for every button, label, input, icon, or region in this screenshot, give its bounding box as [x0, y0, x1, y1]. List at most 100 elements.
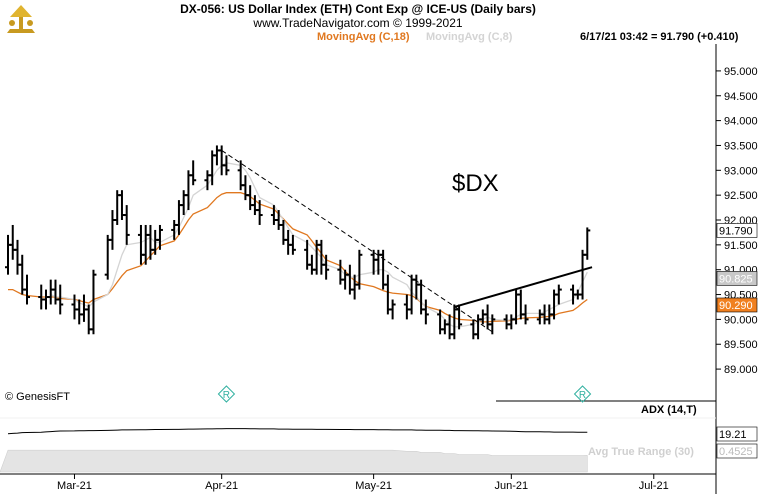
- y-tick-label: 95.000: [724, 66, 758, 78]
- x-tick-label: May-21: [355, 480, 392, 492]
- ma18-badge-box: [716, 297, 758, 313]
- y-tick-label: 93.500: [724, 140, 758, 152]
- y-tick-label: 89.500: [724, 339, 758, 351]
- ohlc-bars: [5, 145, 591, 340]
- price-axis: 95.00094.50094.00093.50093.00092.50092.0…: [716, 66, 758, 376]
- ohlc-bar: [389, 299, 396, 320]
- ma8-line: [50, 162, 588, 328]
- ohlc-bar: [555, 284, 562, 305]
- atr-area: [0, 449, 588, 473]
- ohlc-bar: [503, 314, 510, 330]
- atr-badge-box: [716, 443, 758, 459]
- ohlc-bar: [14, 239, 21, 275]
- ohlc-bar: [584, 227, 591, 260]
- adx-label: ADX (14,T): [641, 404, 697, 416]
- x-tick-label: Mar-21: [57, 480, 92, 492]
- ohlc-bar: [256, 200, 263, 225]
- ohlc-bar: [123, 205, 130, 245]
- ohlc-bar: [422, 299, 429, 325]
- trendlines: [221, 150, 593, 333]
- y-tick-label: 89.000: [724, 364, 758, 376]
- ohlc-bar: [508, 314, 515, 330]
- ohlc-bar: [475, 314, 482, 340]
- price-readout: 6/17/21 03:42 = 91.790 (+0.410): [580, 31, 739, 43]
- ohlc-bar: [9, 224, 16, 260]
- ohlc-bar: [57, 284, 64, 315]
- ohlc-bar: [323, 254, 330, 280]
- atr-fill: [0, 449, 588, 473]
- ohlc-bar: [90, 269, 97, 335]
- ohlc-bar: [52, 279, 59, 305]
- ohlc-bar: [190, 160, 197, 186]
- atr-badge: 0.4525: [719, 446, 753, 458]
- trendline: [221, 150, 493, 333]
- r-marker-icon: [573, 385, 592, 403]
- adx-path: [7, 428, 588, 435]
- ohlc-bar: [180, 190, 187, 216]
- x-tick-label: Jun-21: [494, 480, 528, 492]
- adx-badge: 19.21: [719, 429, 747, 441]
- chart-title: DX-056: US Dollar Index (ETH) Cont Exp @…: [180, 2, 536, 16]
- ma18-badge: 90.290: [719, 300, 753, 312]
- r-marker-text: R: [579, 390, 586, 401]
- ohlc-bar: [470, 319, 477, 340]
- ohlc-bar: [403, 294, 410, 320]
- ohlc-bar: [308, 254, 315, 275]
- ohlc-bar: [275, 210, 282, 230]
- date-axis: Mar-21 Apr-21 May-21 Jun-21 Jul-21: [0, 473, 716, 492]
- ohlc-bar: [541, 304, 548, 325]
- y-tick-label: 93.000: [724, 165, 758, 177]
- y-tick-label: 91.500: [724, 240, 758, 252]
- last-price-badge-box: [716, 223, 758, 238]
- x-tick-label: Jul-21: [639, 480, 669, 492]
- ohlc-bar: [484, 304, 491, 330]
- ma8-badge: 90.825: [719, 273, 753, 285]
- adx-line: [7, 428, 588, 435]
- adx-badge-box: [716, 426, 758, 442]
- ohlc-bar: [71, 294, 78, 320]
- ohlc-bar: [446, 314, 453, 340]
- last-price-badge: 91.790: [719, 225, 753, 237]
- y-tick-label: 94.500: [724, 91, 758, 103]
- atr-label: Avg True Range (30): [588, 446, 694, 458]
- ohlc-bar: [80, 294, 87, 322]
- ohlc-bar: [171, 220, 178, 240]
- y-tick-label: 90.000: [724, 314, 758, 326]
- ohlc-bar: [137, 224, 144, 265]
- ohlc-bar: [104, 234, 111, 280]
- ohlc-bar: [213, 145, 220, 166]
- ohlc-bar: [23, 274, 30, 305]
- tradenavigator-logo-icon: [7, 5, 35, 33]
- ohlc-bar: [42, 289, 49, 310]
- y-tick-label: 94.000: [724, 116, 758, 128]
- ohlc-bar: [147, 224, 154, 260]
- trendline: [454, 266, 593, 308]
- r-marker-text: R: [223, 390, 230, 401]
- ohlc-bar: [522, 304, 529, 325]
- symbol-label: $DX: [452, 170, 499, 197]
- legend-ma8: MovingAvg (C,8): [426, 31, 513, 43]
- ohlc-bar: [289, 234, 296, 255]
- ohlc-bar: [47, 279, 54, 305]
- ohlc-bar: [109, 210, 116, 250]
- copyright-text: © GenesisFT: [5, 391, 70, 403]
- ohlc-bar: [579, 249, 586, 300]
- ma18-line: [8, 192, 588, 323]
- ohlc-bar: [285, 229, 292, 255]
- chart-subtitle: www.TradeNavigator.com © 1999-2021: [253, 16, 463, 30]
- x-tick-label: Apr-21: [205, 480, 238, 492]
- r-marker-icon: [217, 385, 236, 403]
- ohlc-bar: [242, 175, 249, 201]
- ohlc-bar: [456, 304, 463, 330]
- ohlc-bar: [489, 314, 496, 335]
- y-tick-label: 92.500: [724, 190, 758, 202]
- ohlc-bar: [223, 155, 230, 176]
- ohlc-bar: [413, 274, 420, 300]
- ohlc-bar: [156, 224, 163, 250]
- legend-ma18: MovingAvg (C,18): [317, 31, 410, 43]
- value-badges: 91.790 90.825 90.290 19.21 0.4525: [716, 223, 758, 459]
- moving-averages: [8, 162, 588, 328]
- ma8-badge-box: [716, 271, 758, 286]
